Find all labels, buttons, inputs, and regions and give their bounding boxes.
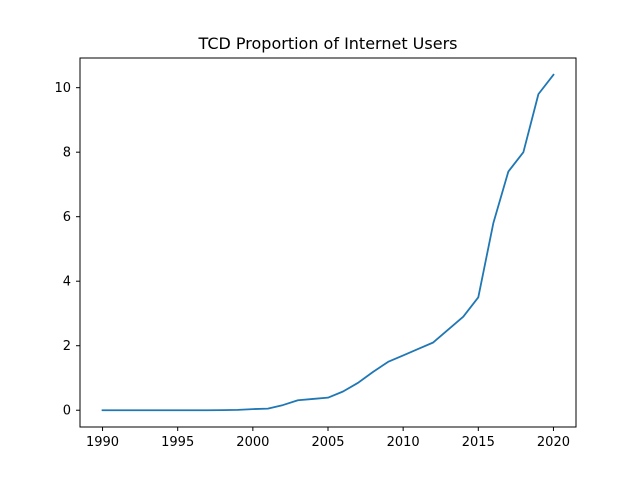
series-line [101, 73, 555, 412]
x-tick-label: 2010 [387, 435, 420, 450]
y-tick-label: 4 [63, 275, 71, 290]
x-axis: 1990 1995 2000 2005 2010 2015 2020 [86, 427, 570, 450]
x-tick-label: 1990 [86, 435, 119, 450]
x-tick-label: 2005 [311, 435, 344, 450]
series-layer [101, 73, 555, 412]
y-tick-label: 10 [54, 81, 71, 96]
chart-title: TCD Proportion of Internet Users [198, 34, 458, 53]
y-tick-label: 2 [63, 339, 71, 354]
x-tick-label: 2015 [462, 435, 495, 450]
y-tick-label: 0 [63, 404, 71, 419]
x-tick-label: 1995 [161, 435, 194, 450]
y-tick-label: 8 [63, 146, 71, 161]
y-tick-label: 6 [63, 210, 71, 225]
x-tick-label: 2000 [236, 435, 269, 450]
plot-frame [79, 57, 577, 428]
y-axis: 0 2 4 6 8 10 [54, 81, 80, 419]
x-tick-label: 2020 [537, 435, 570, 450]
